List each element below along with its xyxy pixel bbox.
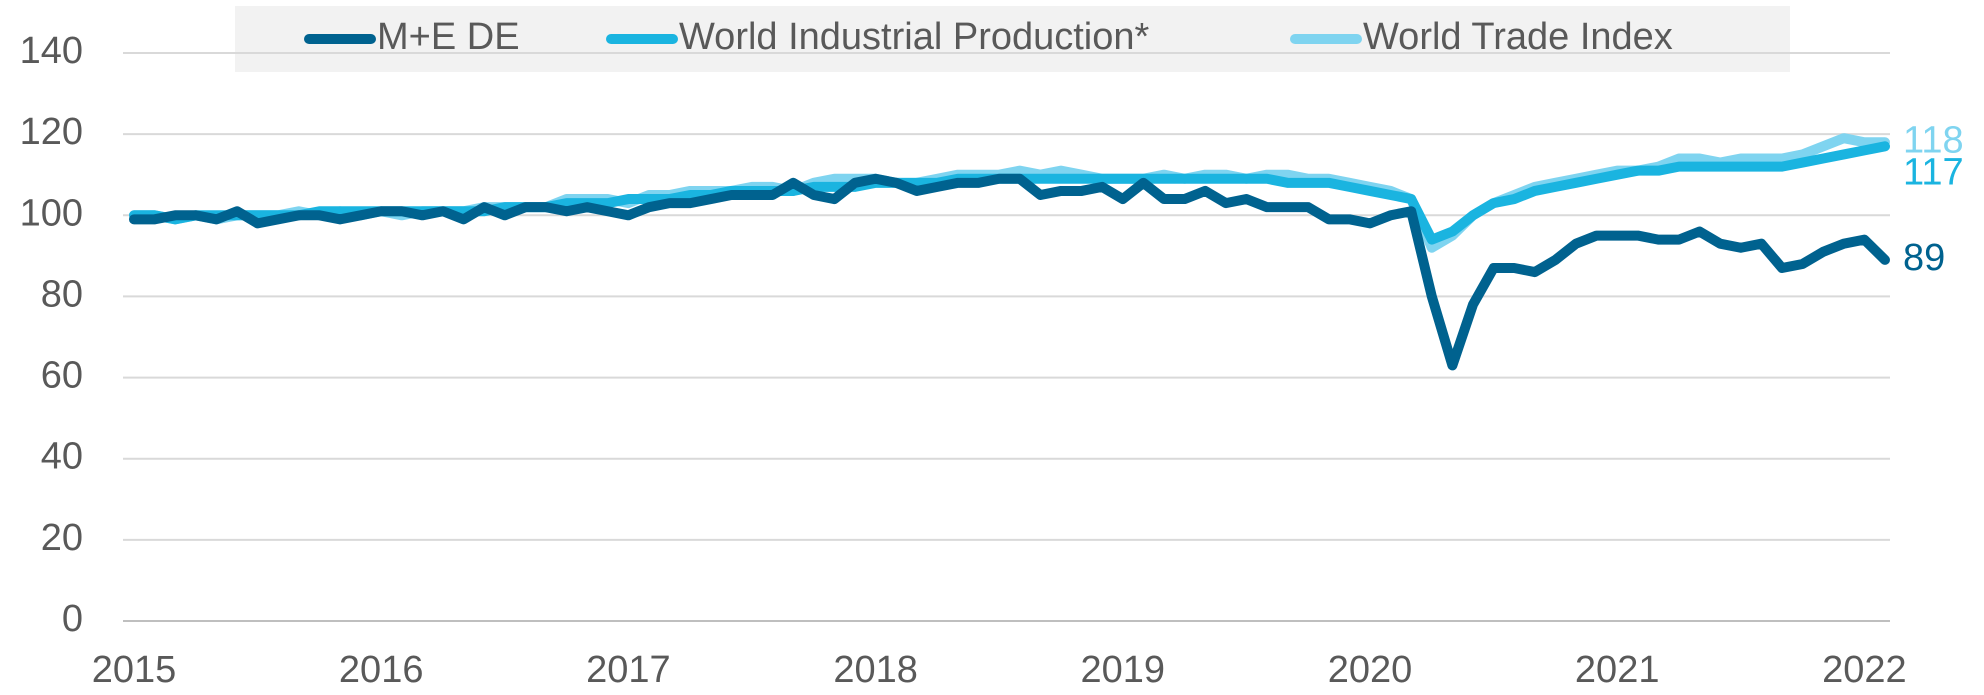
y-tick-label: 60 bbox=[41, 355, 83, 397]
legend-label: World Trade Index bbox=[1363, 16, 1673, 58]
y-tick-label: 140 bbox=[20, 30, 83, 72]
legend-label: M+E DE bbox=[377, 16, 520, 58]
legend-box bbox=[235, 6, 1790, 72]
x-tick-label: 2017 bbox=[586, 649, 671, 690]
y-tick-label: 0 bbox=[62, 598, 83, 640]
legend-label: World Industrial Production* bbox=[679, 16, 1150, 58]
end-label: 118 bbox=[1903, 119, 1964, 161]
x-tick-label: 2022 bbox=[1822, 649, 1907, 690]
x-tick-label: 2020 bbox=[1328, 649, 1413, 690]
x-tick-label: 2021 bbox=[1575, 649, 1660, 690]
x-tick-label: 2016 bbox=[339, 649, 424, 690]
y-tick-label: 120 bbox=[20, 111, 83, 153]
end-label: 89 bbox=[1903, 237, 1945, 279]
x-tick-label: 2019 bbox=[1081, 649, 1166, 690]
series-line bbox=[129, 173, 1890, 371]
end-label: 117 bbox=[1903, 151, 1964, 193]
y-tick-label: 100 bbox=[20, 192, 83, 234]
y-tick-label: 80 bbox=[41, 273, 83, 315]
y-tick-label: 20 bbox=[41, 517, 83, 559]
series-line bbox=[129, 141, 1890, 245]
x-tick-label: 2015 bbox=[92, 649, 177, 690]
x-tick-label: 2018 bbox=[833, 649, 918, 690]
y-tick-label: 40 bbox=[41, 436, 83, 478]
